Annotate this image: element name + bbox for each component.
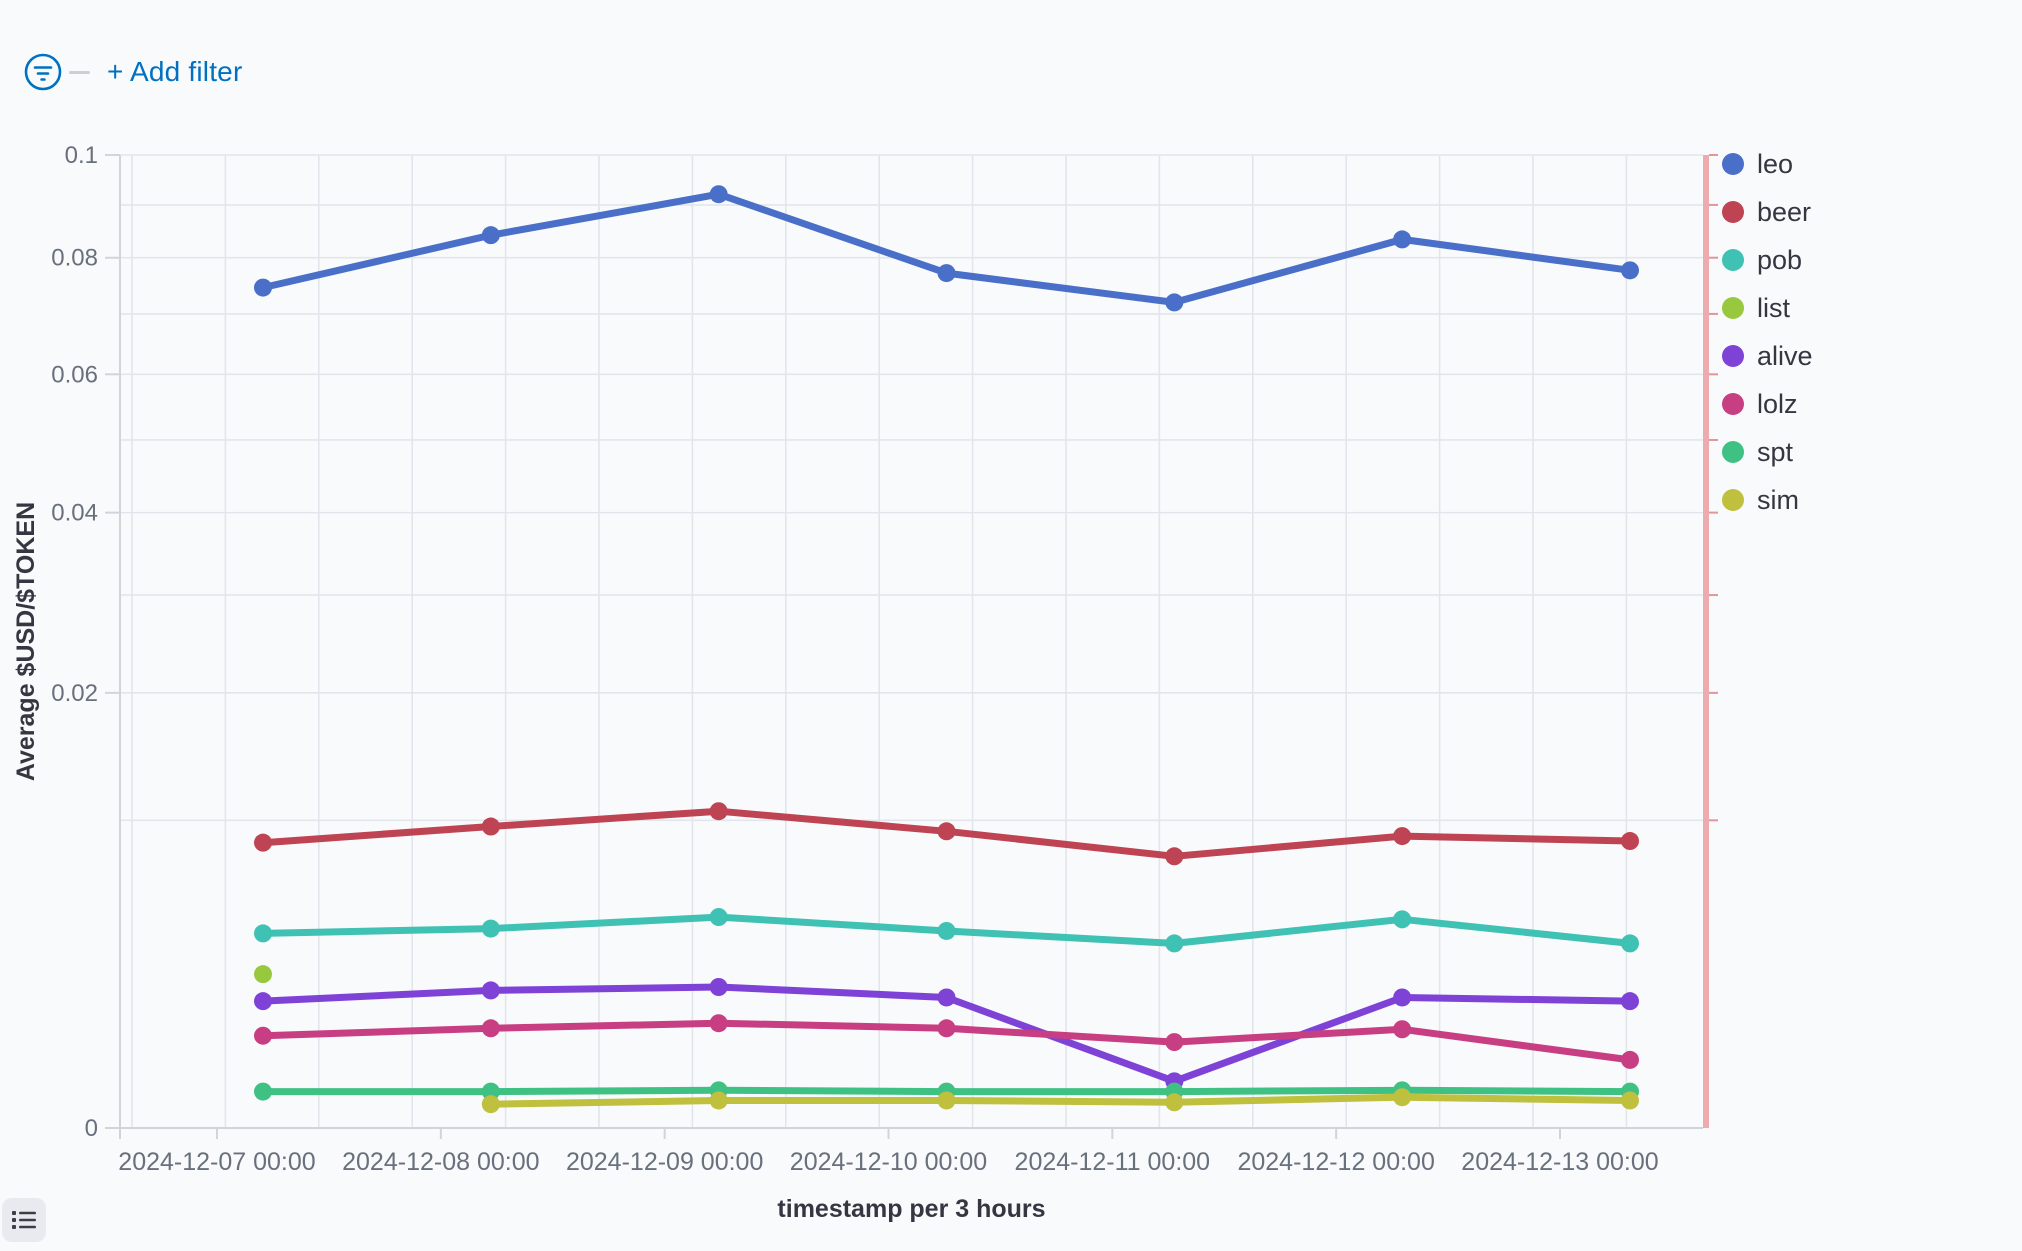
series-point-beer xyxy=(254,833,272,852)
series-point-spt xyxy=(481,1082,500,1101)
series-point-lolz xyxy=(1620,1050,1639,1069)
series-point-alive xyxy=(1620,992,1639,1011)
filter-menu-button[interactable] xyxy=(23,52,63,92)
series-point-alive xyxy=(1393,988,1412,1007)
series-point-pob xyxy=(937,921,956,940)
series-point-alive xyxy=(709,977,728,996)
legend-label: list xyxy=(1757,292,1790,323)
filter-bar-divider xyxy=(69,70,90,74)
series-point-alive xyxy=(254,992,272,1011)
y-axis-tick-label: 0.02 xyxy=(51,680,98,707)
series-point-sim xyxy=(1620,1091,1639,1110)
series-point-leo xyxy=(254,278,272,297)
x-axis-tick-label: 2024-12-07 00:00 xyxy=(118,1148,315,1176)
series-point-beer xyxy=(1165,847,1184,866)
chart-legend: leo beer pob list alive lolz spt sim xyxy=(1722,140,1813,524)
series-point-leo xyxy=(1393,230,1412,249)
series-point-leo xyxy=(1620,261,1639,280)
x-axis-tick-label: 2024-12-08 00:00 xyxy=(342,1148,539,1176)
y-axis-tick-label: 0.04 xyxy=(51,500,98,527)
legend-color-dot xyxy=(1722,249,1744,271)
series-point-pob xyxy=(1620,934,1639,953)
series-point-beer xyxy=(937,822,956,841)
series-point-lolz xyxy=(937,1019,956,1038)
series-point-pob xyxy=(1165,934,1184,953)
legend-item-sim[interactable]: sim xyxy=(1722,476,1813,524)
series-point-beer xyxy=(481,817,500,836)
series-point-sim xyxy=(1165,1093,1184,1112)
y-axis-tick-label: 0.08 xyxy=(51,245,98,272)
add-filter-button[interactable]: + Add filter xyxy=(107,56,243,87)
unordered-list-icon xyxy=(9,1205,39,1235)
legend-color-dot xyxy=(1722,297,1744,319)
series-point-list xyxy=(254,965,272,984)
legend-item-list[interactable]: list xyxy=(1722,284,1813,332)
filter-bar: + Add filter xyxy=(23,52,242,92)
chart-plot-area[interactable] xyxy=(120,155,1703,1128)
legend-item-spt[interactable]: spt xyxy=(1722,428,1813,476)
series-point-beer xyxy=(709,802,728,821)
series-point-spt xyxy=(254,1082,272,1101)
series-point-pob xyxy=(1393,910,1412,929)
filter-funnel-icon xyxy=(23,52,63,92)
y-axis-tick-label: 0.06 xyxy=(51,361,98,388)
legend-label: pob xyxy=(1757,244,1803,275)
series-point-leo xyxy=(1165,293,1184,312)
y-axis-tick-label: 0 xyxy=(85,1115,98,1142)
legend-label: alive xyxy=(1757,340,1813,371)
legend-item-leo[interactable]: leo xyxy=(1722,140,1813,188)
x-axis-tick-label: 2024-12-13 00:00 xyxy=(1461,1148,1658,1176)
series-point-leo xyxy=(481,226,500,245)
series-point-lolz xyxy=(254,1026,272,1045)
series-point-beer xyxy=(1393,827,1412,846)
series-point-pob xyxy=(254,924,272,943)
y-axis-title: Average $USD/$TOKEN xyxy=(12,502,40,781)
legend-item-pob[interactable]: pob xyxy=(1722,236,1813,284)
x-axis-tick-label: 2024-12-11 00:00 xyxy=(1015,1148,1211,1176)
x-axis-tick-label: 2024-12-09 00:00 xyxy=(566,1148,763,1176)
legend-label: leo xyxy=(1757,148,1794,179)
legend-item-lolz[interactable]: lolz xyxy=(1722,380,1813,428)
series-point-beer xyxy=(1620,832,1639,851)
series-point-lolz xyxy=(709,1014,728,1033)
legend-item-beer[interactable]: beer xyxy=(1722,188,1813,236)
series-point-lolz xyxy=(481,1019,500,1038)
x-axis-title: timestamp per 3 hours xyxy=(777,1195,1045,1223)
legend-label: sim xyxy=(1757,484,1799,515)
legend-color-dot xyxy=(1722,489,1744,511)
series-point-sim xyxy=(1393,1088,1412,1107)
series-point-sim xyxy=(937,1091,956,1110)
series-point-leo xyxy=(937,264,956,283)
series-point-leo xyxy=(709,185,728,204)
series-point-pob xyxy=(481,919,500,938)
legend-color-dot xyxy=(1722,201,1744,223)
series-line-sim xyxy=(487,1093,1634,1108)
legend-item-alive[interactable]: alive xyxy=(1722,332,1813,380)
legend-label: beer xyxy=(1757,196,1812,227)
series-point-sim xyxy=(709,1091,728,1110)
legend-color-dot xyxy=(1722,345,1744,367)
series-point-alive xyxy=(481,981,500,1000)
legend-label: lolz xyxy=(1757,388,1798,419)
legend-color-dot xyxy=(1722,153,1744,175)
legend-label: spt xyxy=(1757,436,1794,467)
series-point-lolz xyxy=(1165,1033,1184,1052)
legend-toggle-button[interactable] xyxy=(2,1198,46,1242)
legend-color-dot xyxy=(1722,393,1744,415)
series-point-lolz xyxy=(1393,1020,1412,1039)
x-axis-tick-label: 2024-12-10 00:00 xyxy=(790,1148,987,1176)
series-point-sim xyxy=(481,1095,500,1114)
x-axis-tick-label: 2024-12-12 00:00 xyxy=(1237,1148,1434,1176)
y-axis-tick-label: 0.1 xyxy=(65,142,98,169)
series-point-alive xyxy=(937,988,956,1007)
series-point-pob xyxy=(709,908,728,927)
legend-color-dot xyxy=(1722,441,1744,463)
